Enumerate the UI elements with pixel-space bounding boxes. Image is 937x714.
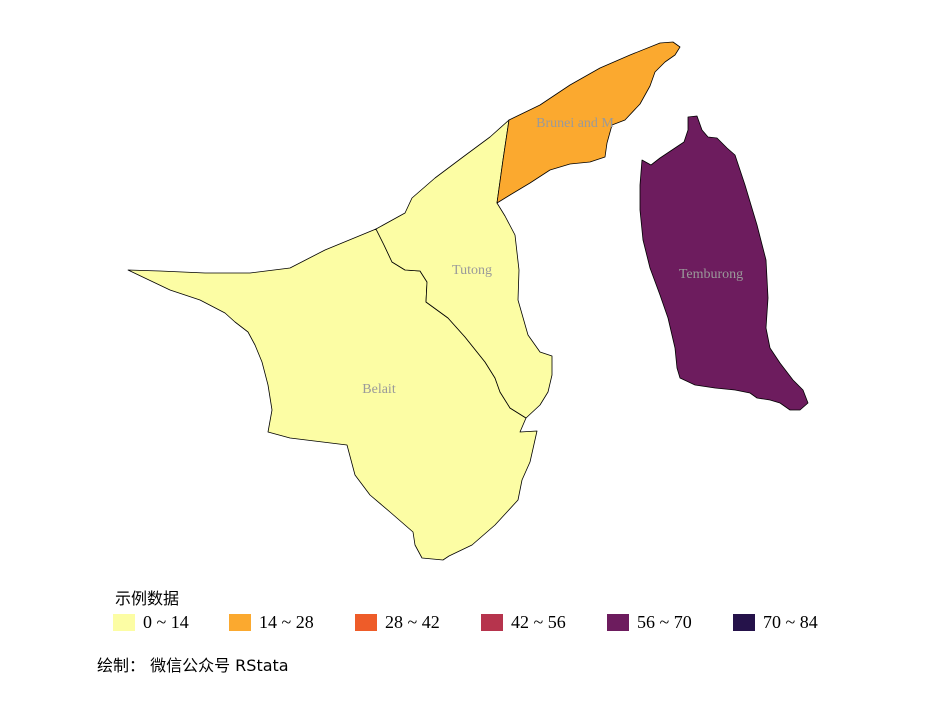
label-brunei-muara: Brunei and M xyxy=(536,116,614,131)
region-temburong xyxy=(639,115,809,411)
legend-label: 0 ~ 14 xyxy=(143,611,189,632)
label-belait: Belait xyxy=(362,382,396,397)
legend-label: 28 ~ 42 xyxy=(385,611,440,632)
legend-swatch xyxy=(113,613,135,631)
caption: 绘制： 微信公众号 RStata xyxy=(97,656,289,675)
region-tutong xyxy=(375,119,553,419)
legend-item: 70 ~ 84 xyxy=(733,612,818,632)
legend-item: 42 ~ 56 xyxy=(481,612,566,632)
label-tutong: Tutong xyxy=(452,263,492,278)
legend-title: 示例数据 xyxy=(115,589,180,608)
legend-item: 56 ~ 70 xyxy=(607,612,692,632)
legend-swatch xyxy=(607,613,629,631)
legend-swatch xyxy=(229,613,251,631)
label-temburong: Temburong xyxy=(679,267,743,282)
legend-swatch xyxy=(355,613,377,631)
region-brunei-muara xyxy=(496,41,681,204)
legend-label: 56 ~ 70 xyxy=(637,611,692,632)
legend-swatch xyxy=(733,613,755,631)
legend-label: 14 ~ 28 xyxy=(259,611,314,632)
legend-label: 42 ~ 56 xyxy=(511,611,566,632)
legend-label: 70 ~ 84 xyxy=(763,611,818,632)
legend-item: 14 ~ 28 xyxy=(229,612,314,632)
legend-item: 28 ~ 42 xyxy=(355,612,440,632)
legend-item: 0 ~ 14 xyxy=(113,612,189,632)
legend-swatch xyxy=(481,613,503,631)
